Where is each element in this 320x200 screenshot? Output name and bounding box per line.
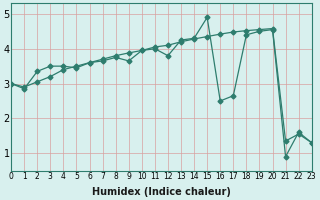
X-axis label: Humidex (Indice chaleur): Humidex (Indice chaleur) [92,187,231,197]
